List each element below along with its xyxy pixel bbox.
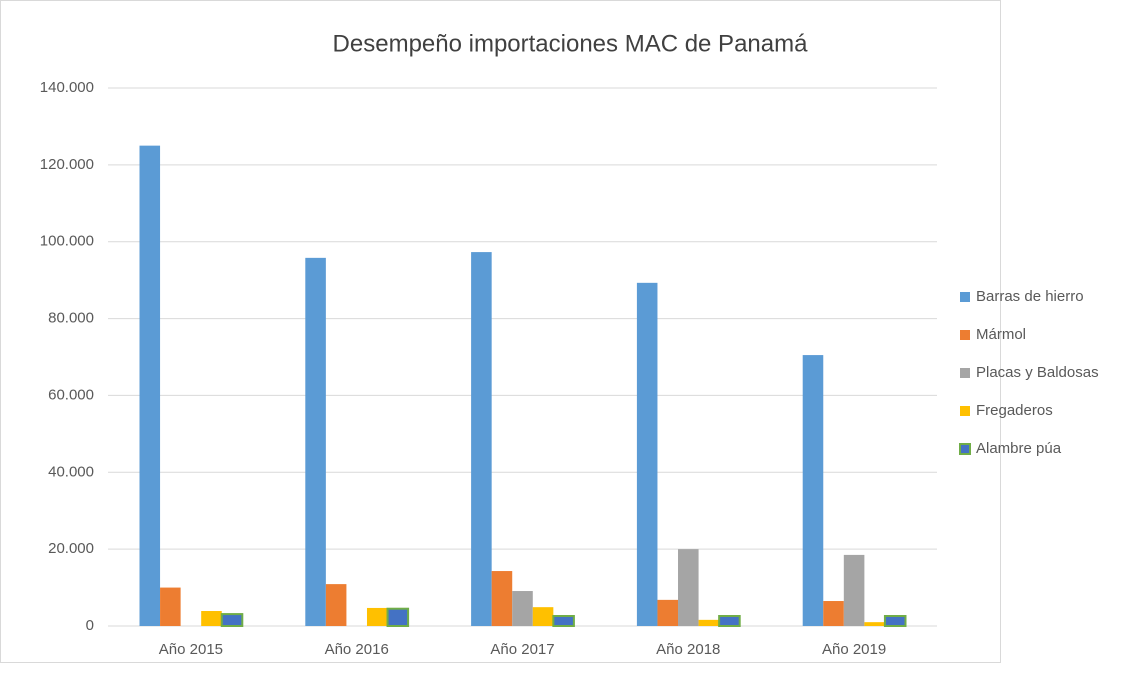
x-tick-label: Año 2015 (159, 641, 223, 658)
bar (201, 611, 222, 626)
x-tick-label: Año 2016 (325, 641, 389, 658)
bar (471, 252, 492, 626)
bar (491, 571, 513, 626)
bar (512, 591, 533, 626)
bar (366, 607, 388, 626)
legend-swatch (960, 368, 970, 378)
bar (823, 601, 844, 626)
legend-label: Placas y Baldosas (976, 364, 1099, 381)
bar (325, 584, 347, 626)
legend-label: Alambre púa (976, 440, 1062, 457)
chart-title: Desempeño importaciones MAC de Panamá (333, 30, 809, 57)
bar (864, 622, 885, 626)
bar (386, 607, 410, 628)
y-tick-label: 0 (86, 617, 94, 634)
legend-label: Mármol (976, 326, 1026, 343)
y-tick-label: 120.000 (40, 156, 94, 173)
y-tick-label: 20.000 (48, 540, 94, 557)
y-tick-label: 60.000 (48, 386, 94, 403)
bar (532, 607, 554, 626)
legend-label: Barras de hierro (976, 288, 1084, 305)
y-tick-label: 80.000 (48, 310, 94, 327)
bar (843, 554, 865, 626)
legend-swatch (960, 292, 970, 302)
bar (718, 615, 741, 627)
bar (139, 145, 161, 626)
chart-frame (0, 0, 1001, 663)
y-tick-label: 140.000 (40, 79, 94, 96)
y-tick-label: 40.000 (48, 463, 94, 480)
x-tick-label: Año 2017 (490, 641, 554, 658)
x-tick-label: Año 2018 (656, 641, 720, 658)
bar (698, 619, 720, 626)
legend-swatch (959, 443, 971, 455)
bar (802, 355, 824, 626)
bar (220, 613, 244, 628)
bar (160, 587, 181, 626)
bar (636, 282, 658, 626)
x-tick-label: Año 2019 (822, 641, 886, 658)
bar (552, 615, 575, 627)
bar (305, 257, 326, 626)
legend-swatch (960, 406, 970, 416)
legend-label: Fregaderos (976, 402, 1053, 419)
bar (678, 549, 699, 626)
bar (883, 615, 907, 627)
bar (657, 599, 679, 626)
y-tick-label: 100.000 (40, 233, 94, 250)
legend-swatch (960, 330, 970, 340)
